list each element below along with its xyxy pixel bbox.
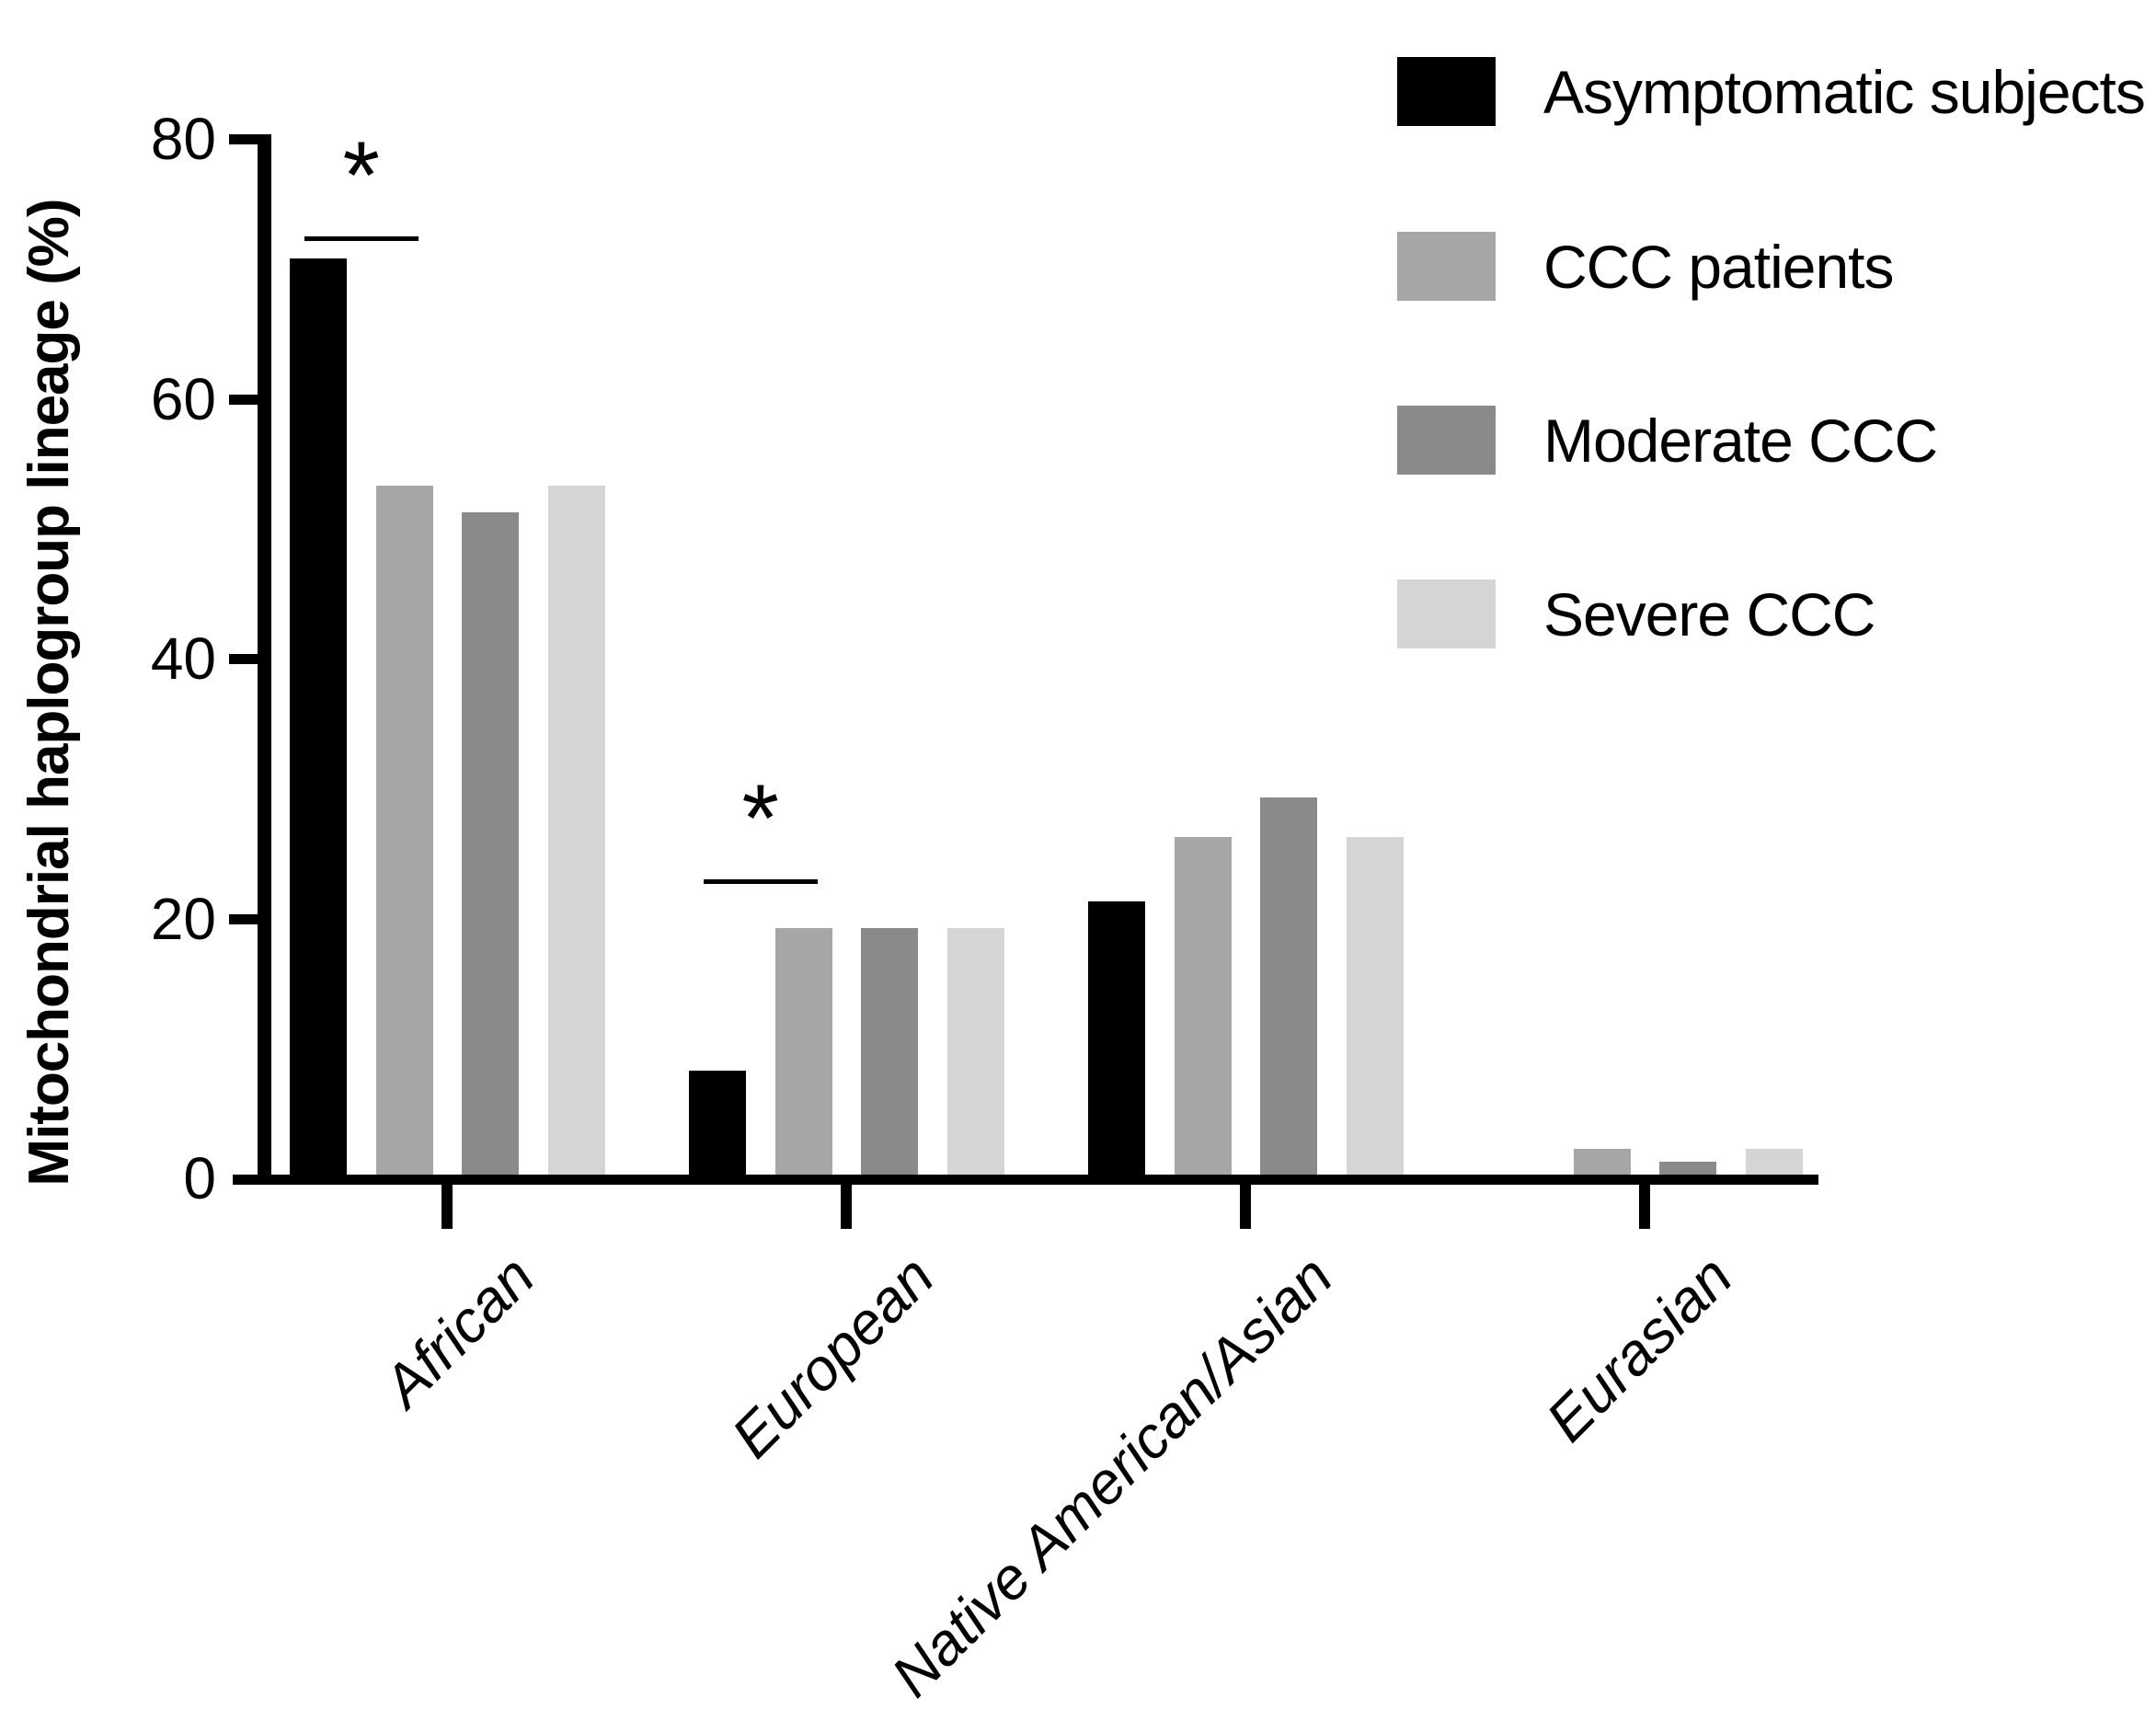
- legend-item: CCC patients: [1397, 232, 1894, 301]
- x-category-label: European: [718, 1243, 946, 1471]
- bar-native-american-asian-series-0: [1088, 901, 1145, 1175]
- legend-label: Moderate CCC: [1543, 406, 1938, 475]
- legend-swatch-asymptomatic: [1397, 57, 1496, 126]
- bar-eurasian-series-3: [1745, 1149, 1803, 1175]
- y-tick-label: 40: [150, 625, 216, 692]
- legend-item: Moderate CCC: [1397, 406, 1938, 475]
- y-tick-mark: [229, 134, 258, 144]
- y-tick-label: 60: [150, 365, 216, 432]
- x-tick-mark: [442, 1185, 453, 1229]
- bar-african-series-2: [462, 512, 519, 1175]
- legend-swatch-ccc-patients: [1397, 232, 1496, 301]
- x-tick-mark: [1240, 1185, 1252, 1229]
- bar-african-series-0: [290, 258, 347, 1175]
- y-tick-mark: [229, 913, 258, 924]
- y-axis-title: Mitochondrial haplogroup lineage (%): [17, 199, 81, 1187]
- bar-european-series-1: [774, 928, 832, 1175]
- y-tick-label: 20: [150, 885, 216, 952]
- y-tick-label: 0: [183, 1145, 216, 1211]
- significance-line: [304, 235, 419, 241]
- significance-asterisk: *: [342, 121, 380, 229]
- x-category-label: Eurasian: [1532, 1243, 1745, 1454]
- legend-swatch-severe-ccc: [1397, 579, 1496, 648]
- x-tick-mark: [1639, 1185, 1651, 1229]
- legend-label: CCC patients: [1543, 232, 1894, 301]
- bar-european-series-3: [946, 928, 1004, 1175]
- bar-eurasian-series-2: [1659, 1162, 1716, 1175]
- legend-item: Asymptomatic subjects: [1397, 57, 2146, 126]
- bar-african-series-1: [375, 486, 433, 1175]
- y-tick-mark: [229, 394, 258, 405]
- legend-label: Asymptomatic subjects: [1543, 57, 2146, 126]
- legend-swatch-moderate-ccc: [1397, 406, 1496, 475]
- x-category-label: Native American/Asian: [878, 1243, 1346, 1709]
- legend-item: Severe CCC: [1397, 579, 1875, 648]
- bar-native-american-asian-series-3: [1346, 837, 1404, 1175]
- x-category-label: African: [370, 1243, 547, 1420]
- bar-african-series-3: [547, 486, 605, 1175]
- legend-label: Severe CCC: [1543, 579, 1875, 648]
- bar-european-series-0: [689, 1071, 746, 1175]
- bar-native-american-asian-series-1: [1174, 837, 1232, 1175]
- bar-european-series-2: [861, 928, 918, 1175]
- y-tick-mark: [229, 654, 258, 664]
- x-tick-mark: [841, 1185, 853, 1229]
- x-axis-line: [233, 1175, 1818, 1185]
- bar-native-american-asian-series-2: [1260, 797, 1317, 1175]
- y-axis-line: [258, 134, 271, 1185]
- significance-line: [704, 879, 818, 885]
- significance-asterisk: *: [741, 765, 779, 873]
- bar-eurasian-series-1: [1573, 1149, 1631, 1175]
- y-tick-label: 80: [150, 106, 216, 172]
